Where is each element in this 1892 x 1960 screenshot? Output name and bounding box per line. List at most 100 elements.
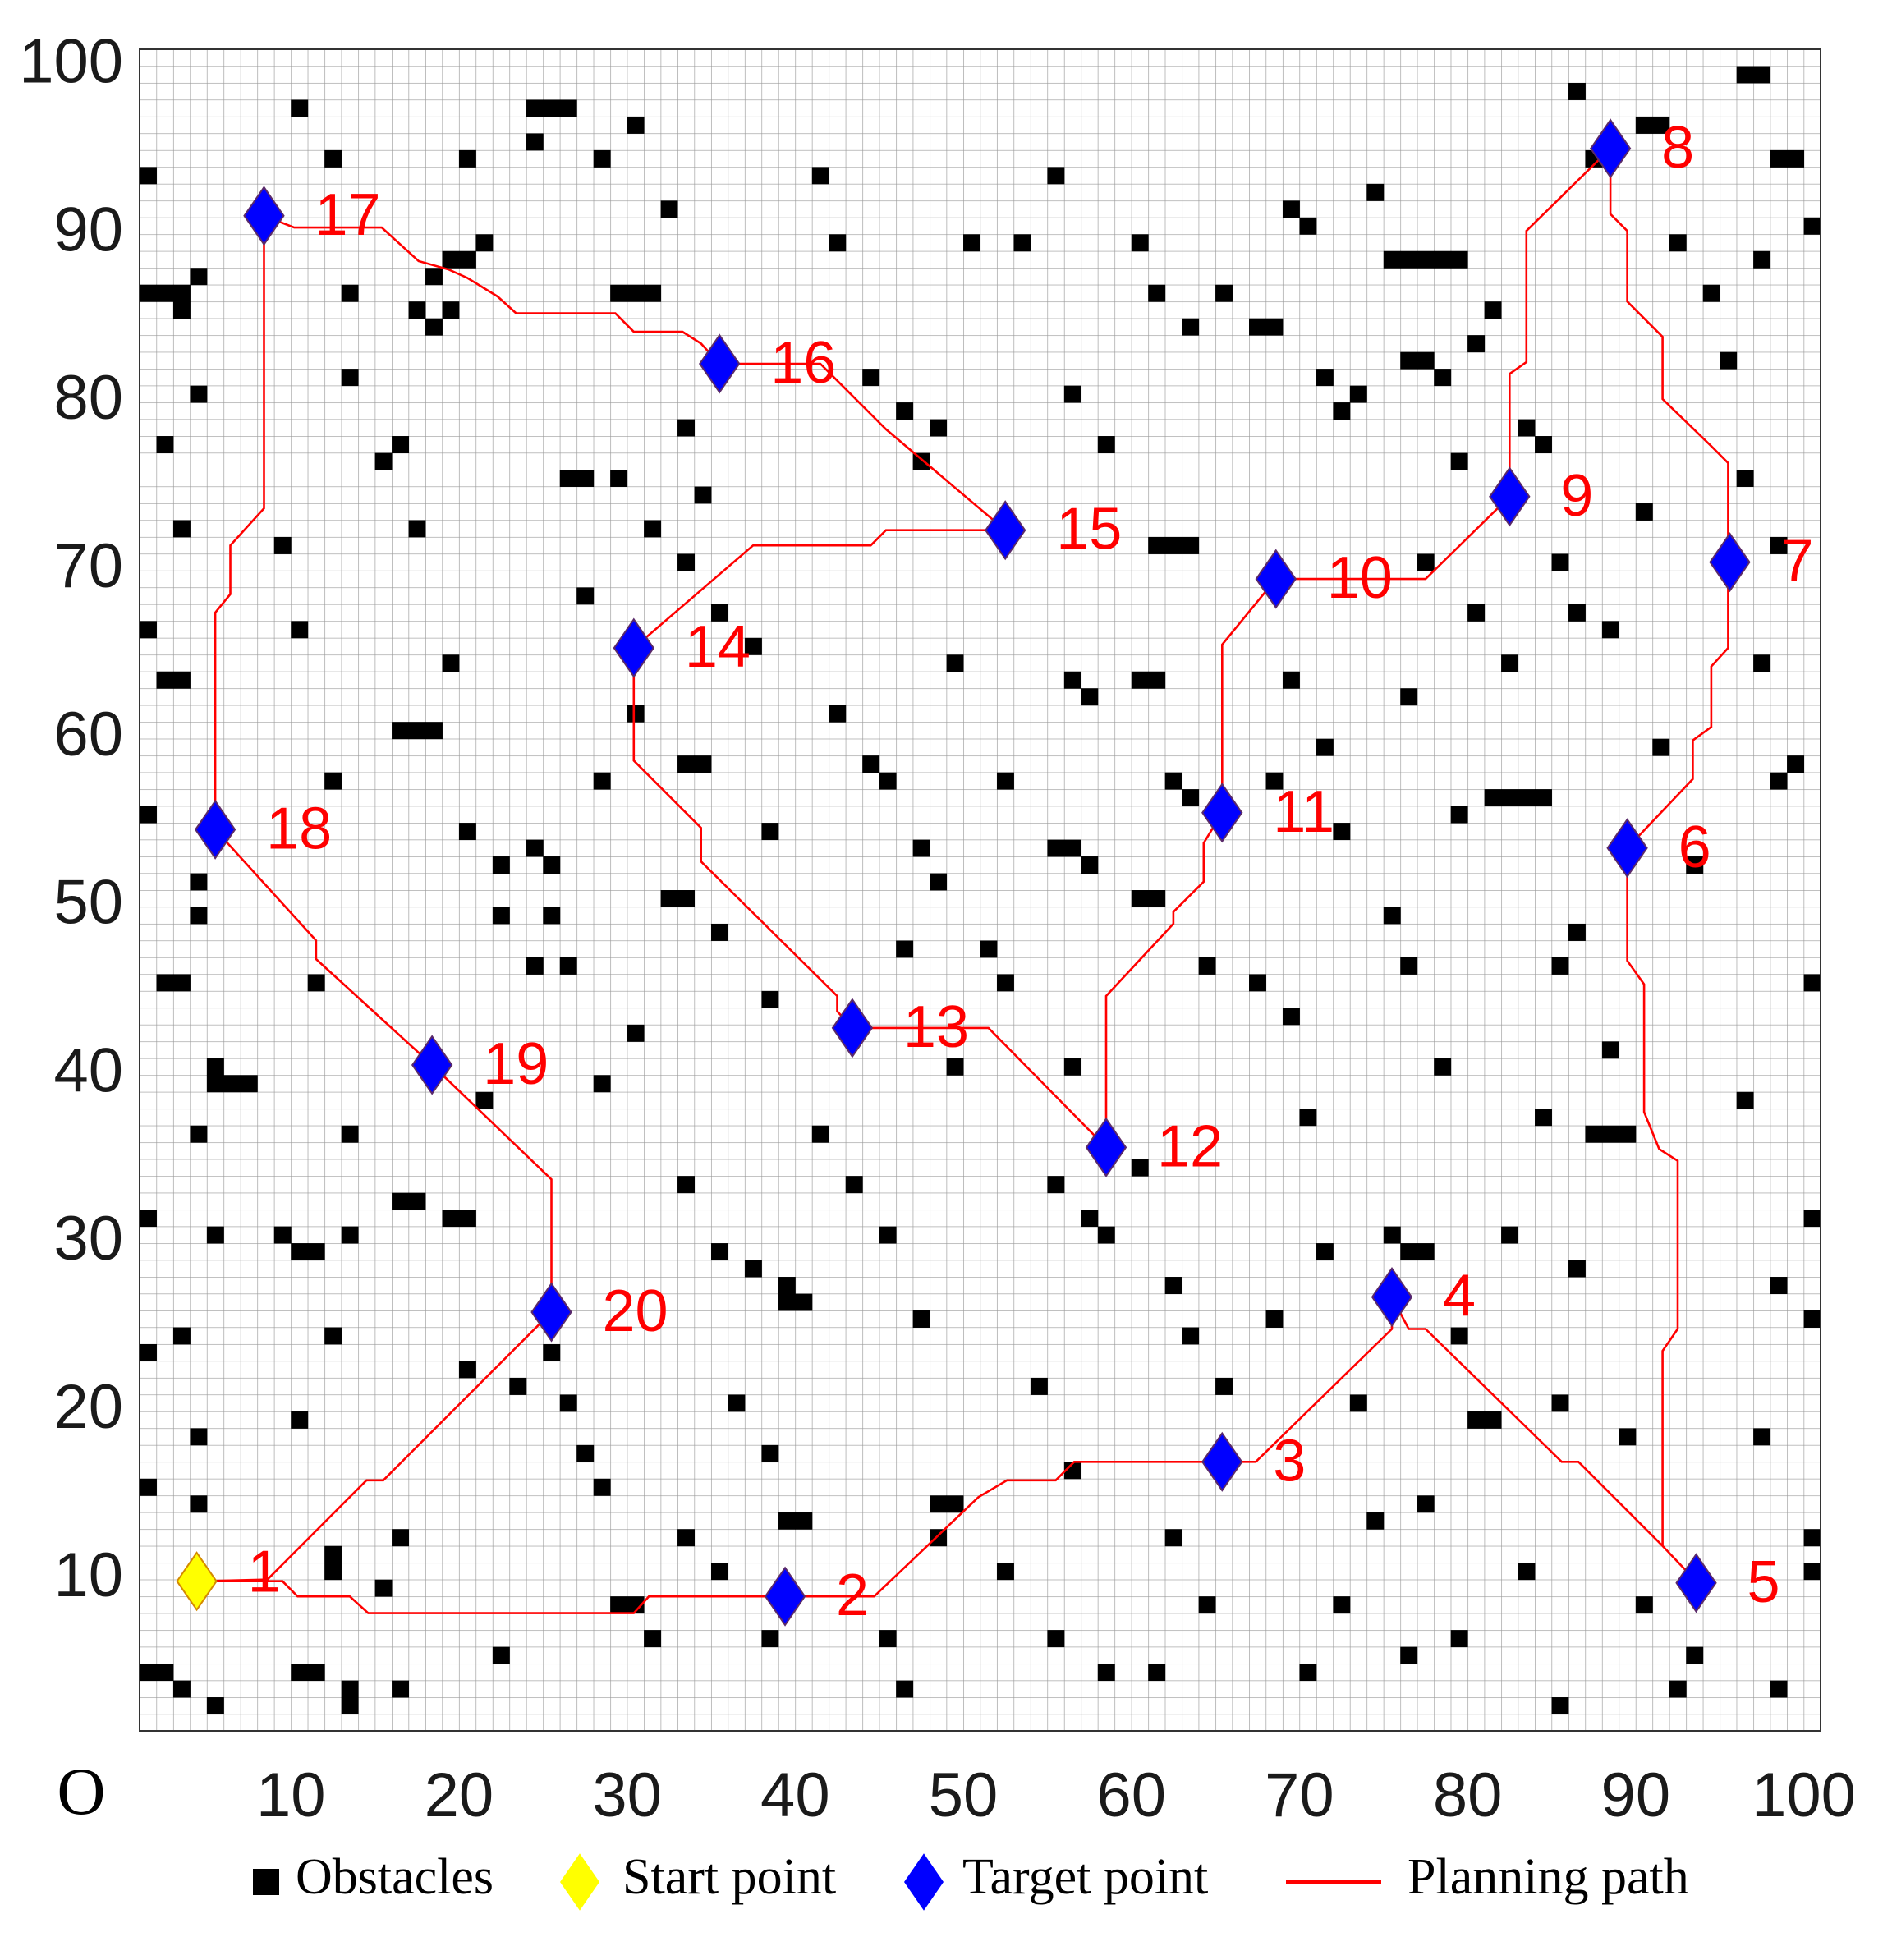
obstacle xyxy=(190,268,208,286)
obstacle xyxy=(190,907,208,925)
obstacle xyxy=(795,1512,813,1530)
plot-frame xyxy=(139,48,1821,1732)
legend-label: Start point xyxy=(622,1849,836,1905)
obstacle xyxy=(1770,772,1788,790)
obstacle xyxy=(291,1243,309,1261)
obstacle xyxy=(1383,907,1401,925)
obstacle xyxy=(677,1529,696,1547)
obstacle xyxy=(1753,66,1771,84)
start-point xyxy=(176,1551,218,1612)
obstacle xyxy=(1182,1327,1200,1345)
obstacle xyxy=(593,772,611,790)
legend-label: Target point xyxy=(962,1849,1208,1905)
obstacle xyxy=(1669,1680,1687,1698)
target-label: 8 xyxy=(1661,115,1694,181)
legend-label: Obstacles xyxy=(296,1849,494,1905)
obstacle xyxy=(206,1226,224,1244)
obstacle xyxy=(744,1260,762,1278)
obstacle xyxy=(392,1529,410,1547)
obstacle xyxy=(425,722,443,740)
y-tick-label: 30 xyxy=(53,1204,123,1274)
obstacle xyxy=(912,1310,930,1328)
obstacle xyxy=(1047,1176,1065,1194)
target-point xyxy=(831,998,874,1058)
obstacle xyxy=(291,99,309,117)
obstacle xyxy=(140,1343,157,1361)
obstacle xyxy=(1148,536,1166,554)
obstacle xyxy=(644,284,662,302)
obstacle xyxy=(896,940,914,958)
obstacle xyxy=(1417,351,1435,370)
obstacle xyxy=(1803,217,1821,235)
obstacle xyxy=(1097,1226,1115,1244)
y-tick-label: 50 xyxy=(53,868,123,938)
obstacle xyxy=(593,1075,611,1093)
obstacle xyxy=(1063,385,1081,403)
obstacle xyxy=(811,1125,829,1143)
obstacle xyxy=(172,974,191,992)
legend-obstacle-swatch xyxy=(253,1869,279,1895)
obstacle xyxy=(1400,351,1418,370)
obstacle xyxy=(1787,755,1805,773)
obstacle xyxy=(1265,772,1284,790)
obstacle xyxy=(1081,1210,1099,1228)
obstacle xyxy=(543,1343,561,1361)
obstacle xyxy=(206,1075,224,1093)
target-point xyxy=(1085,1117,1127,1177)
obstacle xyxy=(341,1125,359,1143)
obstacle xyxy=(559,99,577,117)
obstacle xyxy=(1803,1529,1821,1547)
start-label: 1 xyxy=(248,1540,281,1605)
target-point xyxy=(1371,1267,1413,1328)
obstacle xyxy=(660,890,678,907)
obstacle xyxy=(1551,553,1569,571)
obstacle xyxy=(1803,974,1821,992)
obstacle xyxy=(425,318,443,336)
obstacle xyxy=(156,974,174,992)
obstacle xyxy=(526,99,544,117)
obstacle xyxy=(156,1664,174,1682)
target-point xyxy=(613,617,655,678)
obstacle xyxy=(778,1512,796,1530)
obstacle xyxy=(1131,234,1149,252)
obstacle xyxy=(1182,536,1200,554)
x-tick-label: 100 xyxy=(1752,1760,1856,1830)
obstacle xyxy=(172,1680,191,1698)
obstacle xyxy=(172,301,191,319)
obstacle xyxy=(761,1630,779,1648)
obstacle xyxy=(408,520,426,538)
obstacle xyxy=(1535,789,1552,807)
obstacle xyxy=(996,772,1014,790)
obstacle xyxy=(1601,1125,1619,1143)
target-point xyxy=(984,500,1026,561)
obstacle xyxy=(1484,1411,1502,1429)
target-label: 16 xyxy=(770,330,836,396)
obstacle xyxy=(1686,1646,1704,1664)
obstacle xyxy=(1568,82,1586,100)
obstacle xyxy=(190,1125,208,1143)
obstacle xyxy=(996,1563,1014,1581)
obstacle xyxy=(1652,738,1670,756)
obstacle xyxy=(1164,1529,1182,1547)
obstacle xyxy=(1182,789,1200,807)
obstacle xyxy=(1619,1125,1637,1143)
obstacle xyxy=(710,923,728,941)
obstacle xyxy=(1316,1243,1334,1261)
obstacle xyxy=(896,1680,914,1698)
obstacle xyxy=(1400,250,1418,269)
obstacle xyxy=(761,990,779,1008)
obstacle xyxy=(1434,369,1452,387)
obstacle xyxy=(1770,1277,1788,1295)
obstacle xyxy=(576,1444,595,1462)
obstacle xyxy=(1400,1646,1418,1664)
cell-grid xyxy=(140,49,1821,1731)
obstacle xyxy=(1619,1428,1637,1446)
obstacle xyxy=(1366,183,1385,201)
obstacle xyxy=(1282,671,1300,689)
obstacle xyxy=(526,957,544,975)
obstacle xyxy=(1282,200,1300,218)
obstacle xyxy=(324,149,342,168)
target-label: 5 xyxy=(1747,1549,1780,1615)
obstacle xyxy=(341,1226,359,1244)
obstacle xyxy=(627,1024,645,1042)
